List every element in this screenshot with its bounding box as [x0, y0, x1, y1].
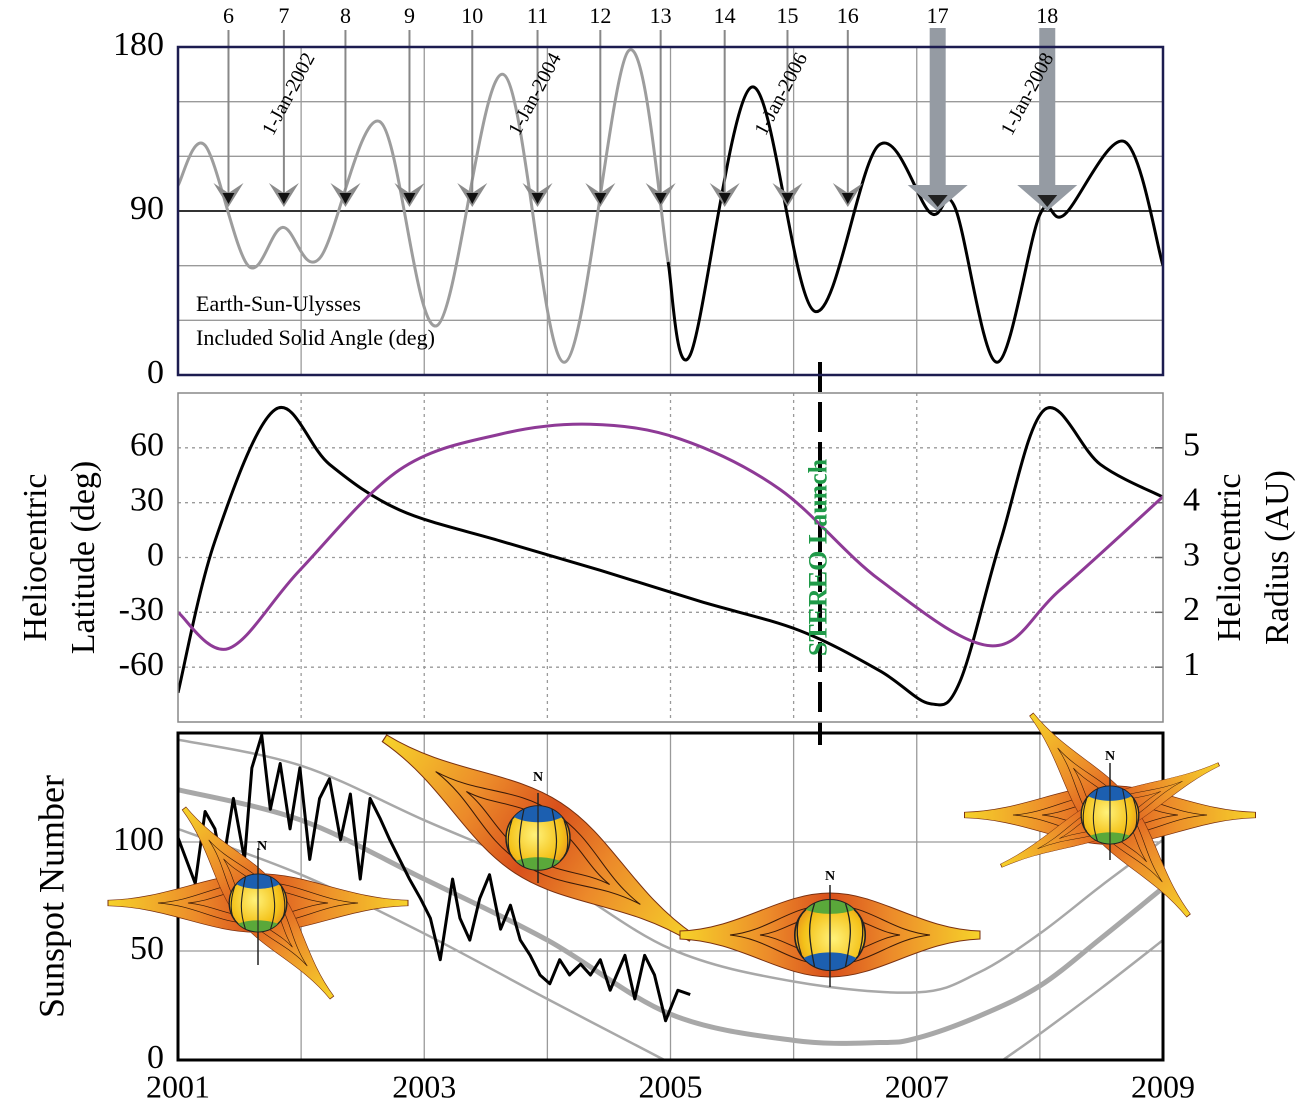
data-line — [178, 405, 1163, 707]
pole-label: N — [257, 839, 267, 854]
marker-label: 18 — [1036, 3, 1058, 28]
data-line — [178, 422, 1163, 651]
axis-label: Radius (AU) — [1259, 470, 1296, 645]
y-tick-label: 0 — [147, 354, 164, 391]
marker-label: 8 — [340, 3, 351, 28]
x-tick-label: 2005 — [639, 1068, 703, 1104]
x-tick-label: 2003 — [392, 1068, 456, 1104]
annotation: Earth-Sun-Ulysses — [196, 291, 361, 316]
sun-figure: N — [964, 698, 1256, 932]
plot-layer — [178, 405, 1163, 707]
marker-head — [277, 193, 290, 204]
data-line — [666, 85, 1163, 364]
marker-label: 9 — [404, 3, 415, 28]
plot-layer — [178, 733, 1163, 1060]
illustrations: N N N N — [107, 698, 1256, 1014]
marker-label: 12 — [589, 3, 611, 28]
launch-label: STEREO Launch — [804, 458, 833, 656]
data-line — [178, 48, 670, 364]
marker-label: 16 — [837, 3, 859, 28]
marker-head — [654, 193, 667, 204]
marker-head — [841, 193, 854, 204]
y2-tick-label: 1 — [1183, 646, 1200, 683]
data-line — [1002, 939, 1163, 1060]
axis-label: Latitude (deg) — [65, 461, 102, 655]
date-label: 1-Jan-2002 — [258, 49, 320, 139]
marker-arrow — [929, 28, 946, 187]
marker-head — [718, 193, 731, 204]
marker-label: 15 — [776, 3, 798, 28]
y2-tick-label: 2 — [1183, 591, 1200, 628]
sun-figure: N — [107, 792, 409, 1014]
data-line — [178, 787, 1163, 1046]
annotation: Included Solid Angle (deg) — [196, 325, 435, 350]
y2-tick-label: 4 — [1183, 481, 1200, 518]
marker-head — [339, 193, 352, 204]
y-tick-label: 90 — [130, 190, 164, 227]
marker-head — [531, 193, 544, 204]
y2-tick-label: 5 — [1183, 427, 1200, 464]
marker-label: 14 — [714, 3, 736, 28]
y-tick-label: 60 — [130, 427, 164, 464]
pole-label: N — [533, 770, 543, 785]
marker-label: 10 — [461, 3, 483, 28]
y-tick-label: 0 — [147, 536, 164, 573]
plot-frame — [176, 45, 1165, 377]
y2-tick-label: 3 — [1183, 536, 1200, 573]
marker-label: 13 — [650, 3, 672, 28]
marker-arrow — [1039, 28, 1056, 187]
axis-label: Heliocentric — [17, 473, 54, 641]
sun-figure: N — [361, 702, 715, 974]
y-tick-label: -30 — [119, 591, 164, 628]
data-line — [178, 738, 1163, 994]
x-tick-label: 2009 — [1131, 1068, 1195, 1104]
marker-head — [222, 193, 235, 204]
axis-label: Heliocentric — [1211, 473, 1248, 641]
y-tick-label: -60 — [119, 646, 164, 683]
marker-head — [1037, 195, 1058, 207]
marker-head — [781, 193, 794, 204]
plot-frame — [177, 392, 1164, 723]
marker-label: 17 — [927, 3, 949, 28]
marker-head — [927, 195, 948, 207]
data-line — [178, 733, 691, 1023]
marker-head — [594, 193, 607, 204]
pole-label: N — [825, 869, 835, 884]
marker-label: 11 — [527, 3, 548, 28]
marker-head — [466, 193, 479, 204]
sun-figure: N — [679, 869, 981, 987]
y-tick-label: 50 — [130, 930, 164, 967]
x-tick-label: 2001 — [146, 1068, 210, 1104]
axis-label: Sunspot Number — [31, 775, 71, 1018]
data-line — [178, 827, 665, 1060]
marker-head — [403, 193, 416, 204]
plot-layer — [178, 48, 1163, 364]
marker-label: 7 — [278, 3, 289, 28]
y-tick-label: 180 — [113, 26, 164, 63]
pole-label: N — [1105, 749, 1115, 764]
y-tick-label: 100 — [113, 821, 164, 858]
x-tick-label: 2007 — [885, 1068, 949, 1104]
marker-label: 6 — [223, 3, 234, 28]
y-tick-label: 30 — [130, 481, 164, 518]
y-tick-label: 0 — [147, 1039, 164, 1076]
